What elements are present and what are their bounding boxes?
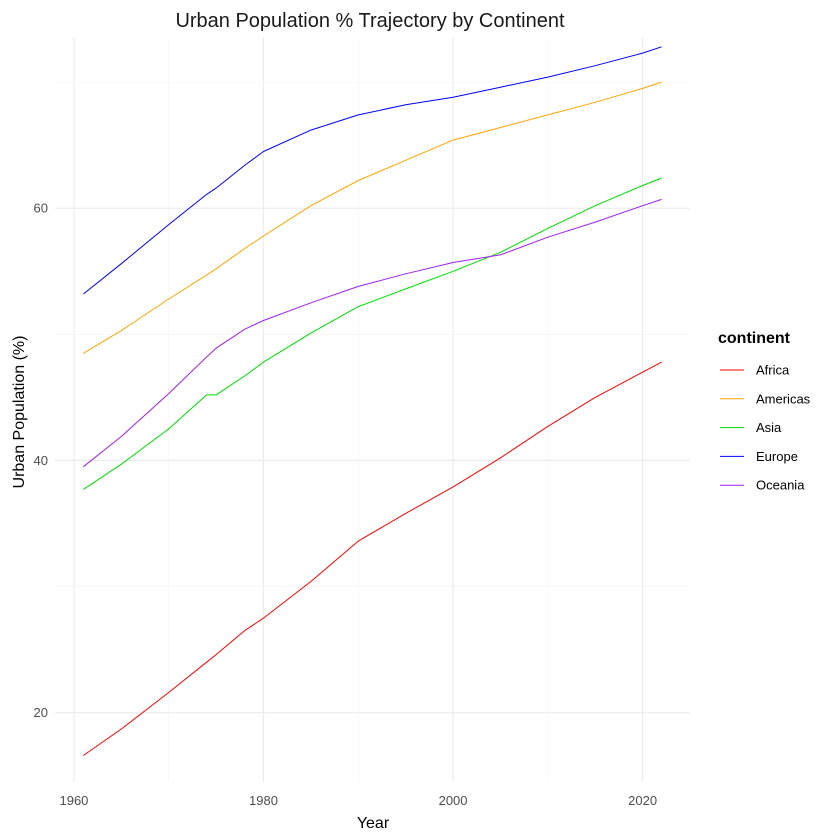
grid-layer	[55, 38, 690, 782]
x-tick-label: 1960	[59, 793, 88, 808]
legend-label: Africa	[756, 363, 790, 378]
legend-label: Oceania	[756, 478, 805, 493]
legend-item-asia: Asia	[720, 420, 782, 435]
legend-items: Africa Americas Asia Europe Oceania	[720, 363, 811, 493]
legend-item-oceania: Oceania	[720, 478, 805, 493]
legend-item-americas: Americas	[720, 391, 811, 406]
chart-title: Urban Population % Trajectory by Contine…	[175, 10, 565, 32]
x-tick-label: 1980	[249, 793, 278, 808]
series-line-asia	[83, 177, 662, 490]
y-tick-label: 60	[34, 201, 48, 216]
legend: continent Africa Americas Asia Europe Oceani…	[718, 330, 811, 493]
legend-label: Europe	[756, 449, 798, 464]
legend-item-europe: Europe	[720, 449, 798, 464]
y-axis-title: Urban Population (%)	[11, 336, 28, 489]
y-tick-label: 20	[34, 705, 48, 720]
series-line-oceania	[83, 198, 662, 468]
y-tick-label: 40	[34, 453, 48, 468]
x-tick-label: 2000	[439, 793, 468, 808]
legend-label: Americas	[756, 391, 811, 406]
series-line-europe	[83, 46, 662, 295]
legend-title: continent	[718, 330, 791, 347]
legend-item-africa: Africa	[720, 363, 790, 378]
series-line-americas	[83, 81, 662, 354]
x-tick-label: 2020	[628, 793, 657, 808]
series-lines	[83, 46, 662, 756]
series-line-africa	[83, 361, 662, 756]
x-axis-title: Year	[357, 815, 390, 832]
legend-label: Asia	[756, 420, 782, 435]
